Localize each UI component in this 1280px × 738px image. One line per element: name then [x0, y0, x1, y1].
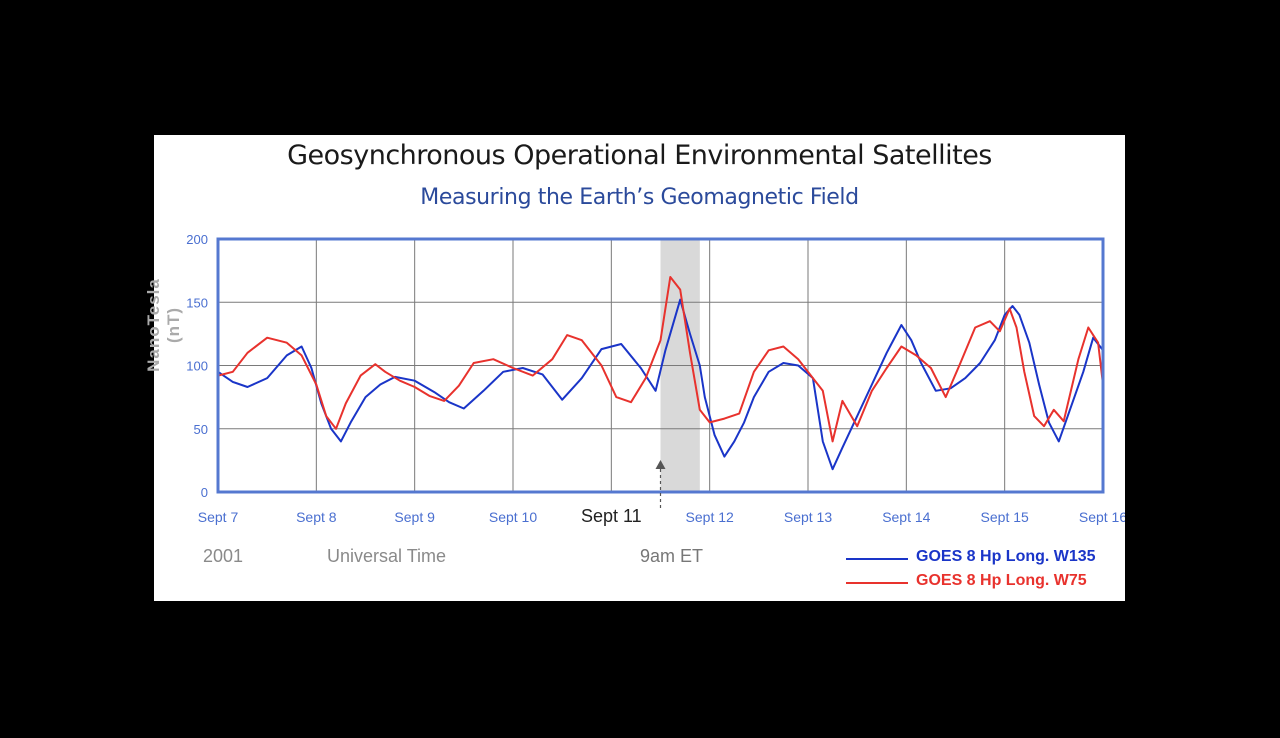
x-tick-label: Sept 7 — [198, 509, 239, 525]
x-tick-label: Sept 12 — [686, 509, 734, 525]
x-tick-label: Sept 10 — [489, 509, 537, 525]
chart-subtitle: Measuring the Earth’s Geomagnetic Field — [420, 185, 859, 210]
x-tick-label: Sept 15 — [981, 509, 1029, 525]
y-tick-label: 100 — [186, 359, 208, 374]
y-tick-label: 200 — [186, 232, 208, 247]
legend-swatch-red — [846, 582, 908, 584]
x-tick-label: Sept 14 — [882, 509, 930, 525]
legend-item-blue: GOES 8 Hp Long. W135 — [846, 547, 1116, 571]
legend: GOES 8 Hp Long. W135 GOES 8 Hp Long. W75 — [846, 547, 1116, 595]
y-tick-label: 0 — [201, 485, 208, 500]
y-tick-label: 50 — [194, 422, 208, 437]
legend-label-blue: GOES 8 Hp Long. W135 — [916, 548, 1096, 565]
series-line-red — [217, 276, 1104, 443]
legend-swatch-blue — [846, 558, 908, 560]
legend-item-red: GOES 8 Hp Long. W75 — [846, 571, 1116, 595]
x-tick-label: Sept 9 — [394, 509, 435, 525]
chart-title: Geosynchronous Operational Environmental… — [287, 140, 992, 171]
year-label: 2001 — [203, 546, 244, 566]
legend-label-red: GOES 8 Hp Long. W75 — [916, 572, 1087, 589]
x-tick-label: Sept 11 — [581, 506, 642, 526]
event-label: 9am ET — [640, 546, 704, 566]
y-tick-label: 150 — [186, 295, 208, 310]
x-tick-label: Sept 16 — [1079, 509, 1125, 525]
x-axis-label: Universal Time — [327, 546, 447, 566]
x-tick-label: Sept 8 — [296, 509, 337, 525]
series-line-blue — [217, 298, 1104, 471]
plot-frame — [216, 237, 1105, 494]
chart-plot: 0 50 100 150 200 Sept 7 Sept 8 Sept 9 Sept 10 Sep… — [186, 232, 1125, 526]
x-tick-label: Sept 13 — [784, 509, 832, 525]
event-marker-arrowhead — [655, 460, 666, 469]
chart-panel: Geosynchronous Operational Environmental… — [144, 135, 1125, 601]
